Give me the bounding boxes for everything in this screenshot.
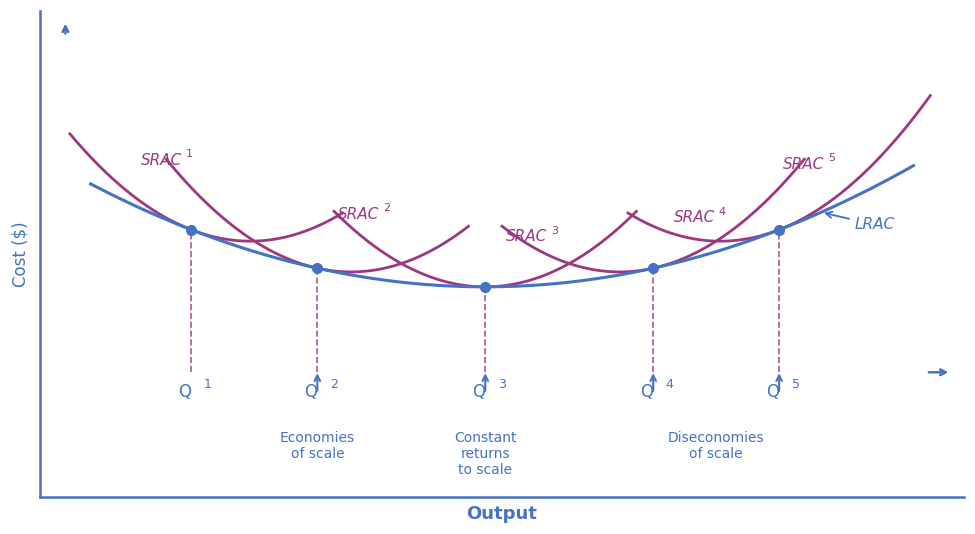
Text: 2: 2 (383, 203, 390, 213)
X-axis label: Output: Output (467, 505, 537, 523)
Text: SRAC: SRAC (783, 156, 825, 171)
Text: 2: 2 (330, 378, 337, 391)
Text: SRAC: SRAC (506, 229, 548, 244)
Text: SRAC: SRAC (338, 207, 379, 222)
Text: LRAC: LRAC (826, 212, 895, 232)
Y-axis label: Cost ($): Cost ($) (11, 221, 29, 287)
Text: 4: 4 (719, 207, 725, 217)
Text: Constant
returns
to scale: Constant returns to scale (454, 430, 517, 477)
Text: 1: 1 (204, 378, 212, 391)
Text: Q: Q (178, 383, 191, 401)
Text: 3: 3 (551, 225, 558, 235)
Text: 5: 5 (792, 378, 800, 391)
Text: 5: 5 (828, 153, 835, 163)
Text: SRAC: SRAC (674, 210, 716, 225)
Text: Q: Q (640, 383, 653, 401)
Text: 4: 4 (666, 378, 674, 391)
Text: Q: Q (766, 383, 779, 401)
Text: Q: Q (304, 383, 317, 401)
Text: SRAC: SRAC (141, 153, 182, 168)
Text: Diseconomies
of scale: Diseconomies of scale (668, 430, 764, 461)
Text: Q: Q (472, 383, 485, 401)
Text: 1: 1 (185, 149, 192, 159)
Text: Economies
of scale: Economies of scale (280, 430, 355, 461)
Text: 3: 3 (498, 378, 506, 391)
